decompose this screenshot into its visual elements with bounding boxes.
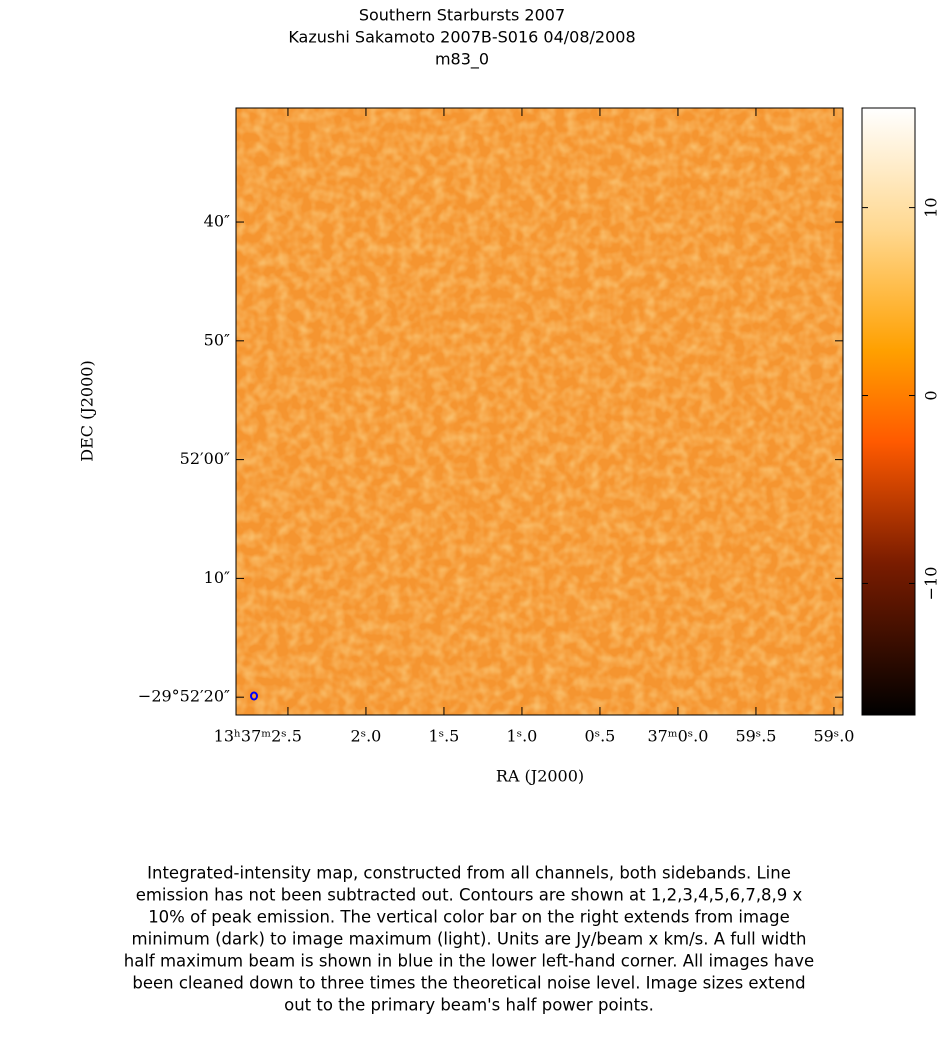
y-tick-label: 10″	[204, 568, 230, 587]
x-tick-label: 13ʰ37ᵐ2ˢ.5	[214, 727, 302, 746]
title-line: Southern Starbursts 2007	[359, 6, 565, 25]
caption-line: half maximum beam is shown in blue in th…	[124, 952, 814, 971]
colorbar-tick-label: 10	[922, 197, 939, 217]
x-tick-label: 37ᵐ0ˢ.0	[647, 727, 708, 746]
caption-line: been cleaned down to three times the the…	[132, 974, 805, 993]
y-tick-label: −29°52′20″	[138, 687, 230, 706]
caption-line: Integrated-intensity map, constructed fr…	[147, 864, 791, 883]
caption-line: 10% of peak emission. The vertical color…	[148, 908, 790, 927]
image-frame	[235, 107, 844, 716]
colorbar-tick-label: 0	[922, 390, 939, 400]
title-line: Kazushi Sakamoto 2007B-S016 04/08/2008	[288, 28, 635, 47]
colorbar	[861, 107, 916, 716]
x-tick-label: 1ˢ.0	[507, 727, 538, 746]
y-tick-label: 40″	[204, 212, 230, 231]
x-axis-label: RA (J2000)	[496, 767, 584, 786]
x-tick-label: 2ˢ.0	[351, 727, 382, 746]
beam	[250, 691, 258, 701]
x-tick-label: 1ˢ.5	[429, 727, 460, 746]
y-axis-label: DEC (J2000)	[78, 360, 97, 461]
y-tick-label: 50″	[204, 330, 230, 349]
caption-line: emission has not been subtracted out. Co…	[136, 886, 803, 905]
title-line: m83_0	[435, 50, 489, 70]
x-tick-label: 59ˢ.5	[735, 727, 776, 746]
x-tick-label: 0ˢ.5	[585, 727, 616, 746]
caption-line: out to the primary beam's half power poi…	[284, 996, 654, 1015]
y-tick-label: 52′00″	[180, 449, 230, 468]
image-noise	[236, 108, 843, 715]
x-tick-label: 59ˢ.0	[813, 727, 854, 746]
colorbar-tick-label: −10	[922, 567, 939, 601]
caption-line: minimum (dark) to image maximum (light).…	[132, 930, 807, 949]
